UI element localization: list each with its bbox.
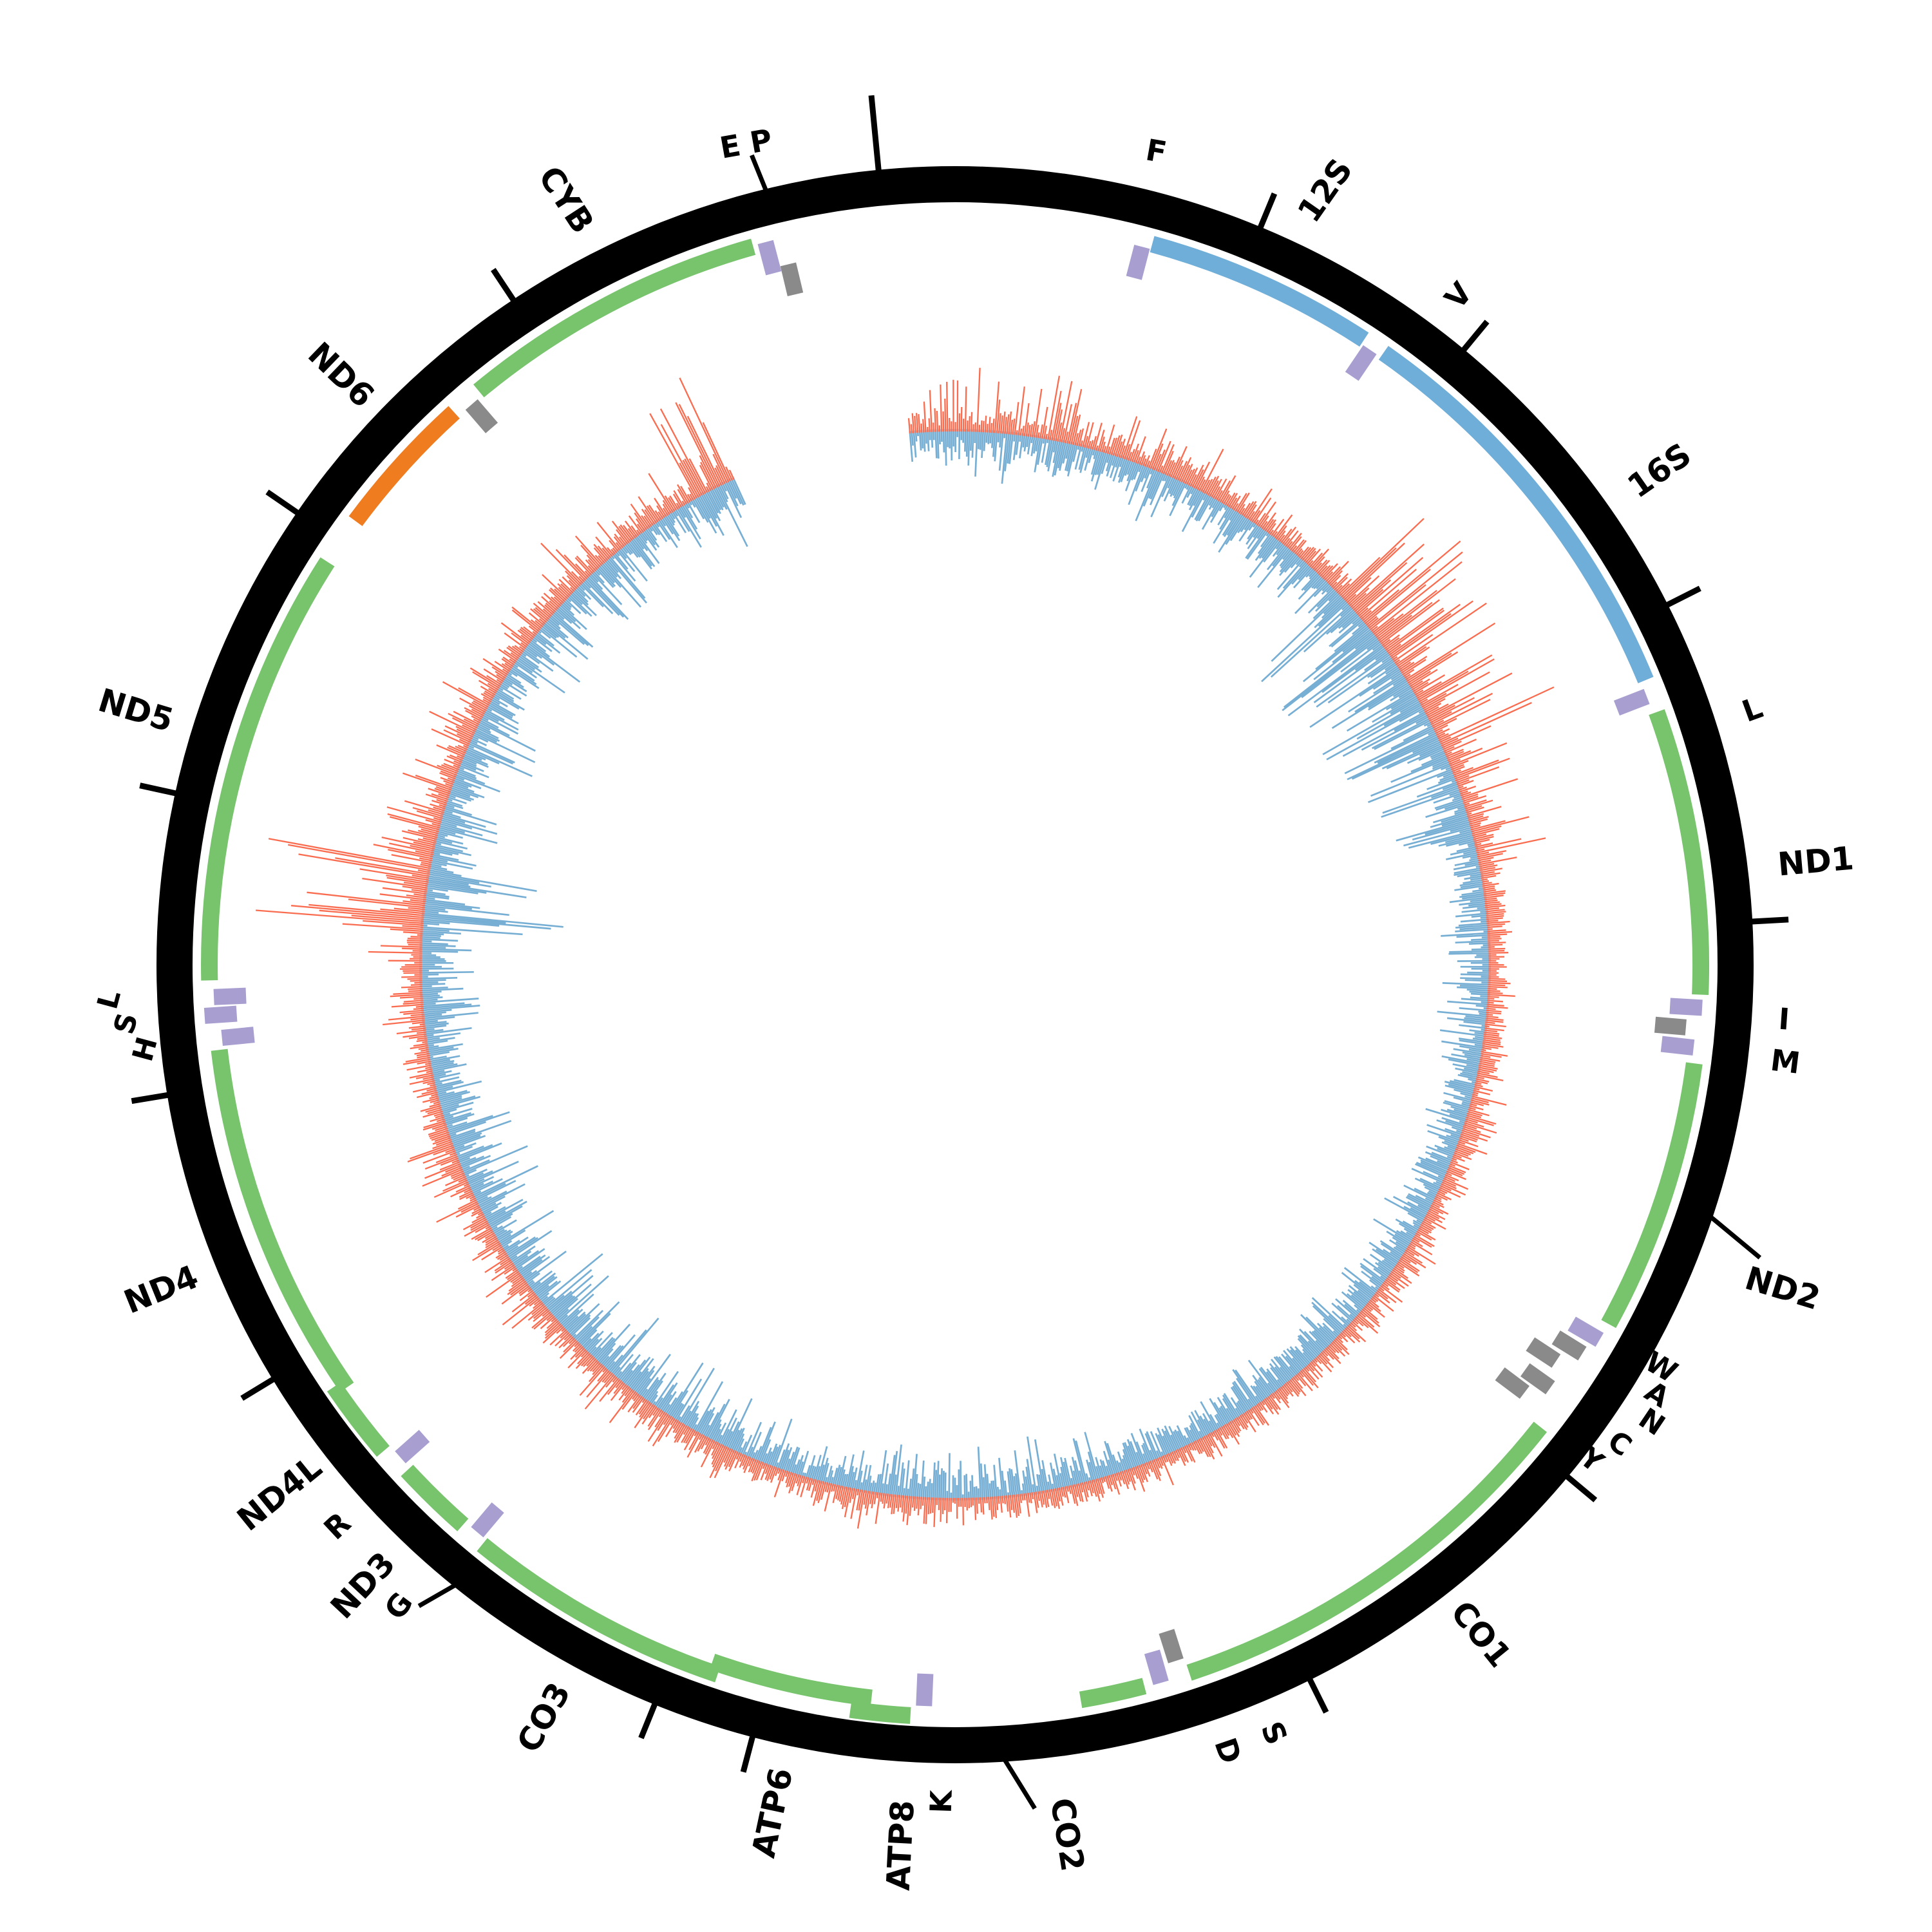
trna-tick-T bbox=[757, 240, 782, 276]
position-tick bbox=[740, 1730, 757, 1773]
gene-label-N: N bbox=[1633, 1402, 1671, 1443]
gene-label-CO1: CO1 bbox=[1443, 1594, 1519, 1674]
position-tick bbox=[139, 782, 182, 798]
trna-tick-N bbox=[1526, 1337, 1561, 1368]
gene-arcs bbox=[201, 236, 1709, 1724]
trna-tick-P bbox=[780, 262, 804, 297]
trna-tick-D bbox=[1144, 1649, 1169, 1685]
gene-label-ND5: ND5 bbox=[94, 681, 178, 739]
leader-line bbox=[750, 154, 769, 194]
gene-arc-CO2 bbox=[1079, 1678, 1147, 1709]
position-tick bbox=[491, 268, 520, 307]
gene-arc-ND4L bbox=[327, 1382, 390, 1457]
position-tick bbox=[1304, 1672, 1329, 1714]
gene-arc-ATP8 bbox=[849, 1701, 911, 1724]
trna-tick-L bbox=[213, 987, 247, 1005]
gene-arc-ND6 bbox=[348, 406, 460, 526]
trna-tick-H bbox=[221, 1027, 255, 1046]
gene-label-D: D bbox=[1208, 1734, 1248, 1768]
gene-arc-16S bbox=[1378, 346, 1654, 683]
gene-labels: E P F12SV16SLND1IMND2WANCYCO1SDCO2KATP8AT… bbox=[91, 122, 1855, 1891]
gene-arc-ND4 bbox=[211, 1048, 354, 1392]
gene-label-H: H bbox=[126, 1034, 164, 1065]
gene-label-S: S bbox=[1254, 1716, 1294, 1750]
gene-arc-ND2 bbox=[1601, 1062, 1703, 1329]
gene-arc-ATP6 bbox=[709, 1654, 873, 1707]
trna-tick-W bbox=[1567, 1316, 1604, 1347]
gene-label-M: M bbox=[1768, 1043, 1802, 1081]
trna-tick-V bbox=[1345, 345, 1377, 381]
gene-label-V: V bbox=[1437, 276, 1479, 316]
trna-tick-L bbox=[1613, 688, 1650, 716]
gene-label-ND4: ND4 bbox=[119, 1258, 204, 1321]
gene-label-12S: 12S bbox=[1291, 152, 1360, 229]
gene-arc-ND3 bbox=[401, 1464, 469, 1531]
leader-line bbox=[1001, 1756, 1037, 1810]
gene-label-ND4L: ND4L bbox=[230, 1448, 328, 1538]
gene-label-CYB: CYB bbox=[531, 160, 601, 240]
origin-tick bbox=[868, 95, 882, 177]
position-tick bbox=[1745, 916, 1789, 925]
gene-label-CO2: CO2 bbox=[1043, 1795, 1092, 1874]
trna-tick-Q bbox=[1654, 1016, 1687, 1036]
gene-arc-CYB bbox=[473, 238, 756, 398]
coverage-outward-series bbox=[256, 368, 1555, 1529]
gene-label-F: F bbox=[1143, 132, 1169, 170]
position-tick bbox=[1660, 585, 1701, 611]
trna-tick-S bbox=[1159, 1629, 1184, 1663]
gene-label-ATP8: ATP8 bbox=[880, 1799, 922, 1891]
position-ticks bbox=[131, 95, 1789, 1773]
trna-tick-M bbox=[1660, 1036, 1695, 1056]
gene-label-EP: E P bbox=[717, 122, 775, 166]
gene-label-S: S bbox=[108, 1010, 144, 1038]
gene-label-C: C bbox=[1602, 1425, 1638, 1463]
label-leader-lines bbox=[417, 154, 1762, 1810]
trna-tick-C bbox=[1520, 1363, 1555, 1395]
gene-label-ND6: ND6 bbox=[301, 335, 381, 415]
trna-tick-R bbox=[395, 1430, 430, 1464]
gene-arc-12S bbox=[1150, 236, 1369, 347]
trna-tick-Y bbox=[1495, 1367, 1530, 1399]
position-tick bbox=[1255, 192, 1278, 234]
gene-label-16S: 16S bbox=[1621, 436, 1698, 506]
trna-tick-I bbox=[1669, 998, 1703, 1016]
trna-ticks bbox=[204, 240, 1703, 1707]
trna-tick-S bbox=[204, 1005, 238, 1024]
leader-line bbox=[417, 1582, 459, 1608]
gene-label-CO3: CO3 bbox=[509, 1676, 578, 1759]
coverage-inward-series bbox=[419, 428, 1492, 1501]
gene-label-I: I bbox=[1777, 1001, 1791, 1037]
trna-tick-F bbox=[1126, 245, 1150, 280]
gene-label-ND1: ND1 bbox=[1776, 839, 1855, 883]
position-tick bbox=[1457, 319, 1490, 357]
gene-arc-ND1 bbox=[1649, 709, 1709, 996]
leader-line bbox=[1707, 1213, 1762, 1260]
position-tick bbox=[1560, 1470, 1598, 1502]
gene-label-ATP6: ATP6 bbox=[745, 1765, 800, 1861]
gene-label-G: G bbox=[377, 1586, 420, 1626]
position-tick bbox=[240, 1374, 280, 1401]
trna-tick-K bbox=[916, 1673, 934, 1707]
gene-arc-ND5 bbox=[201, 557, 335, 981]
gene-label-K: K bbox=[923, 1788, 959, 1814]
coverage-track bbox=[256, 368, 1555, 1529]
gene-arc-CO3 bbox=[477, 1538, 721, 1683]
gene-label-L: L bbox=[91, 987, 128, 1012]
gene-label-R: R bbox=[317, 1506, 357, 1547]
gene-label-L: L bbox=[1738, 690, 1767, 729]
position-tick bbox=[638, 1697, 660, 1739]
position-tick bbox=[265, 489, 304, 519]
position-tick bbox=[131, 1091, 175, 1104]
gene-arc-CO1 bbox=[1186, 1421, 1547, 1681]
outer-ring bbox=[156, 166, 1754, 1763]
gene-label-ND2: ND2 bbox=[1741, 1259, 1824, 1317]
trna-tick-E bbox=[465, 399, 498, 433]
trna-tick-G bbox=[471, 1502, 504, 1538]
trna-tick-A bbox=[1551, 1330, 1587, 1361]
genome-ring bbox=[156, 166, 1754, 1763]
